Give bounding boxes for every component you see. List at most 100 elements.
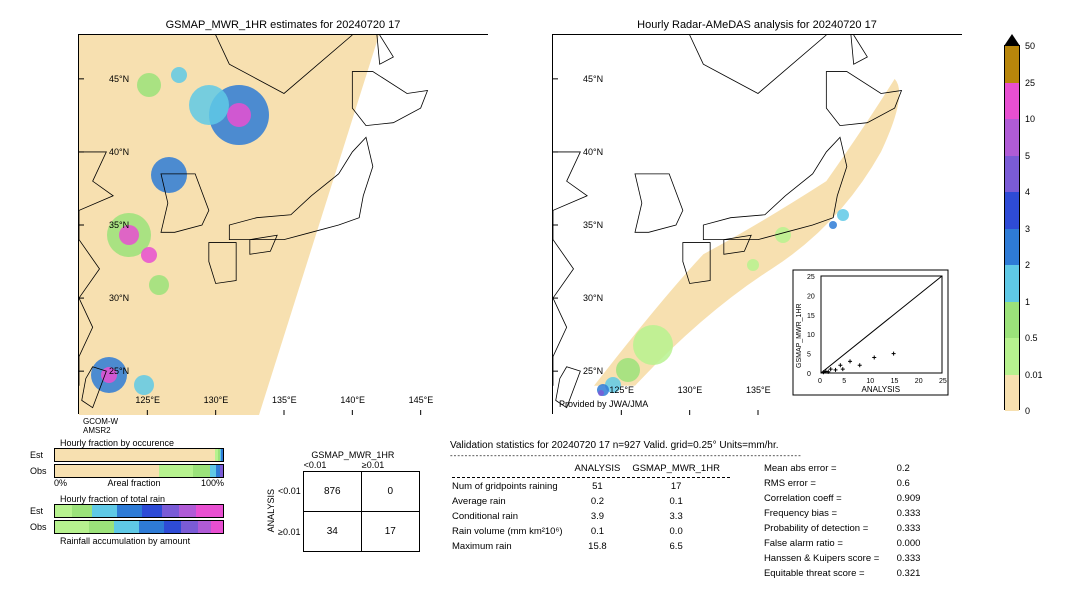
total-est-bar (54, 504, 224, 518)
pct0: 0% (54, 478, 67, 488)
stats-header: Validation statistics for 20240720 17 n=… (450, 440, 1070, 451)
svg-text:130°E: 130°E (204, 395, 229, 405)
bar-segment (159, 465, 193, 477)
bar-segment (92, 505, 117, 517)
svg-text:25°N: 25°N (109, 366, 129, 376)
colorbar-segment (1005, 229, 1019, 266)
svg-text:5: 5 (807, 352, 811, 359)
bar-segment (114, 521, 139, 533)
svg-text:145°E: 145°E (409, 395, 434, 405)
colorbar-segment (1005, 119, 1019, 156)
stats-metric-label: False alarm ratio = (764, 537, 889, 550)
stats-metric-label: Probability of detection = (764, 522, 889, 535)
bar-segment (196, 505, 223, 517)
stats-metric-row: Frequency bias = 0.333 (764, 507, 930, 520)
bar-segment (211, 521, 223, 533)
colorbar-label: 0.5 (1025, 333, 1038, 343)
bar-segment (55, 505, 72, 517)
bar-segment (210, 465, 217, 477)
stats-metric-value: 0.6 (891, 477, 930, 490)
bar-segment (198, 521, 211, 533)
fraction-title-2: Hourly fraction of total rain (60, 494, 235, 504)
colorbar-label: 0.01 (1025, 370, 1043, 380)
stats-v1: 0.1 (575, 525, 631, 538)
stats-metric-value: 0.333 (891, 552, 930, 565)
stats-v1: 3.9 (575, 510, 631, 523)
left-map-svg: 45°N40°N35°N30°N25°N125°E130°E135°E140°E… (79, 35, 489, 415)
svg-text:25: 25 (807, 274, 815, 281)
stats-metric-value: 0.2 (891, 462, 930, 475)
right-map-svg: 45°N40°N35°N30°N25°N125°E130°E135°E00551… (553, 35, 963, 415)
stats-metric-label: RMS error = (764, 477, 889, 490)
bar-segment (142, 505, 162, 517)
colorbar-label: 4 (1025, 187, 1030, 197)
svg-text:20: 20 (807, 293, 815, 300)
cont-cell-00: 876 (303, 471, 361, 511)
stats-metric-row: RMS error = 0.6 (764, 477, 930, 490)
cont-y-axis: ANALYSIS (266, 489, 276, 532)
left-footer: GCOM-W AMSR2 (83, 417, 118, 435)
stats-row: Average rain0.20.1 (452, 495, 730, 508)
obs-label-2: Obs (30, 522, 50, 532)
svg-text:130°E: 130°E (678, 385, 703, 395)
contingency-panel: GSMAP_MWR_1HR <0.01 ≥0.01 ANALYSIS <0.01… (266, 450, 420, 552)
bar-segment (117, 505, 142, 517)
stats-metric-value: 0.333 (891, 507, 930, 520)
stats-v1: 0.2 (575, 495, 631, 508)
colorbar-label: 5 (1025, 151, 1030, 161)
est-label-1: Est (30, 450, 50, 460)
colorbar-segment (1005, 302, 1019, 339)
cont-col-0: <0.01 (286, 460, 344, 470)
stats-metric-value: 0.000 (891, 537, 930, 550)
stats-right-table: Mean abs error = 0.2RMS error = 0.6Corre… (762, 460, 932, 582)
stats-metric-row: Equitable threat score = 0.321 (764, 567, 930, 580)
svg-text:45°N: 45°N (583, 74, 603, 84)
stats-col-1: GSMAP_MWR_1HR (632, 462, 730, 475)
svg-text:5: 5 (842, 378, 846, 385)
bar-segment (55, 521, 89, 533)
stats-metric-value: 0.321 (891, 567, 930, 580)
svg-text:ANALYSIS: ANALYSIS (862, 385, 901, 394)
stats-label: Maximum rain (452, 540, 573, 553)
svg-text:140°E: 140°E (340, 395, 365, 405)
cont-title: GSMAP_MWR_1HR (286, 450, 420, 460)
colorbar-label: 25 (1025, 78, 1035, 88)
stats-metric-value: 0.333 (891, 522, 930, 535)
stats-metric-label: Mean abs error = (764, 462, 889, 475)
stats-left-table: ANALYSISGSMAP_MWR_1HR Num of gridpoints … (450, 460, 732, 555)
colorbar-segment (1005, 46, 1019, 83)
bar-segment (72, 505, 92, 517)
svg-text:GSMAP_MWR_1HR: GSMAP_MWR_1HR (796, 303, 803, 368)
stats-metric-label: Frequency bias = (764, 507, 889, 520)
svg-text:135°E: 135°E (272, 395, 297, 405)
cont-cell-10: 34 (303, 511, 361, 551)
bar-segment (179, 505, 196, 517)
svg-text:30°N: 30°N (583, 293, 603, 303)
occurrence-est-bar (54, 448, 224, 462)
left-map-title: GSMAP_MWR_1HR estimates for 20240720 17 (79, 19, 487, 31)
svg-text:40°N: 40°N (109, 147, 129, 157)
fraction-title-3: Rainfall accumulation by amount (60, 536, 235, 546)
svg-text:135°E: 135°E (746, 385, 771, 395)
colorbar-segment (1005, 156, 1019, 193)
svg-text:25: 25 (939, 378, 947, 385)
left-map-panel: GSMAP_MWR_1HR estimates for 20240720 17 … (78, 34, 488, 414)
bar-segment (162, 505, 179, 517)
stats-metric-label: Equitable threat score = (764, 567, 889, 580)
colorbar-segment (1005, 83, 1019, 120)
right-map-title: Hourly Radar-AMeDAS analysis for 2024072… (553, 19, 961, 31)
fraction-title-1: Hourly fraction by occurence (60, 438, 235, 448)
colorbar-arrow-icon (1004, 34, 1020, 46)
svg-text:15: 15 (891, 378, 899, 385)
stats-row: Rain volume (mm km²10⁶)0.10.0 (452, 525, 730, 538)
svg-text:10: 10 (866, 378, 874, 385)
stats-metric-row: Hanssen & Kuipers score = 0.333 (764, 552, 930, 565)
stats-metric-label: Hanssen & Kuipers score = (764, 552, 889, 565)
stats-metric-row: Probability of detection = 0.333 (764, 522, 930, 535)
bar-segment (221, 449, 223, 461)
colorbar-segment (1005, 265, 1019, 302)
svg-text:35°N: 35°N (109, 220, 129, 230)
est-label-2: Est (30, 506, 50, 516)
stats-metric-row: Mean abs error = 0.2 (764, 462, 930, 475)
stats-v1: 15.8 (575, 540, 631, 553)
